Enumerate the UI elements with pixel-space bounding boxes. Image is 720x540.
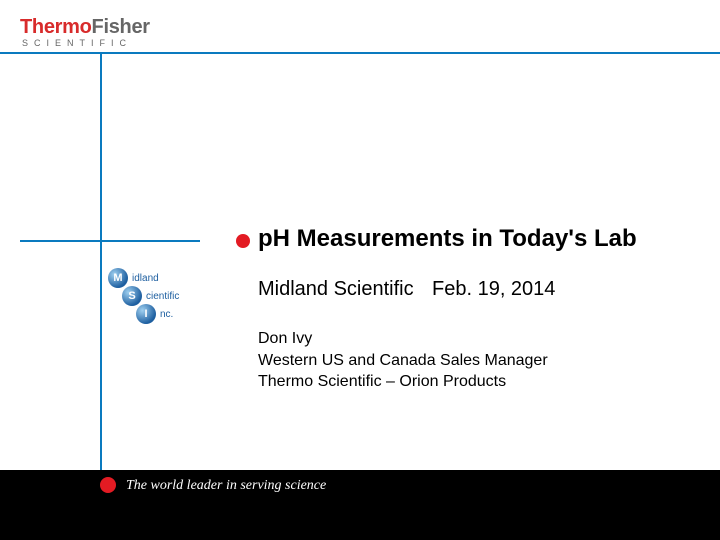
logo-line1: ThermoFisher xyxy=(20,16,150,39)
presenter-name: Don Ivy xyxy=(258,328,548,350)
vertical-divider xyxy=(100,52,102,470)
ball-i-icon: I xyxy=(136,304,156,324)
thermofisher-logo: ThermoFisher SCIENTIFIC xyxy=(20,16,150,48)
ball-s-icon: S xyxy=(122,286,142,306)
midland-logo: M idland S cientific I nc. xyxy=(108,268,190,324)
presenter-block: Don Ivy Western US and Canada Sales Mana… xyxy=(258,328,548,393)
inc-word: nc. xyxy=(160,309,173,320)
footer-tagline: The world leader in serving science xyxy=(126,478,326,494)
presenter-role: Western US and Canada Sales Manager xyxy=(258,350,548,372)
logo-scientific: SCIENTIFIC xyxy=(20,38,150,48)
midland-row-m: M idland xyxy=(108,268,190,288)
scientific-word: cientific xyxy=(146,291,179,302)
subtitle-date: Feb. 19, 2014 xyxy=(432,278,555,301)
subtitle-org: Midland Scientific xyxy=(258,278,414,301)
slide-title: pH Measurements in Today's Lab xyxy=(258,225,637,253)
ball-m-icon: M xyxy=(108,268,128,288)
presenter-product: Thermo Scientific – Orion Products xyxy=(258,371,548,393)
midland-row-s: S cientific xyxy=(122,286,190,306)
top-divider xyxy=(0,52,720,54)
footer-bullet-icon xyxy=(100,477,116,493)
midland-word: idland xyxy=(132,273,159,284)
logo-fisher: Fisher xyxy=(92,16,150,38)
midland-row-i: I nc. xyxy=(136,304,190,324)
title-divider xyxy=(20,240,200,242)
bullet-icon xyxy=(236,234,250,248)
logo-thermo: Thermo xyxy=(20,16,92,38)
slide: ThermoFisher SCIENTIFIC pH Measurements … xyxy=(0,0,720,540)
